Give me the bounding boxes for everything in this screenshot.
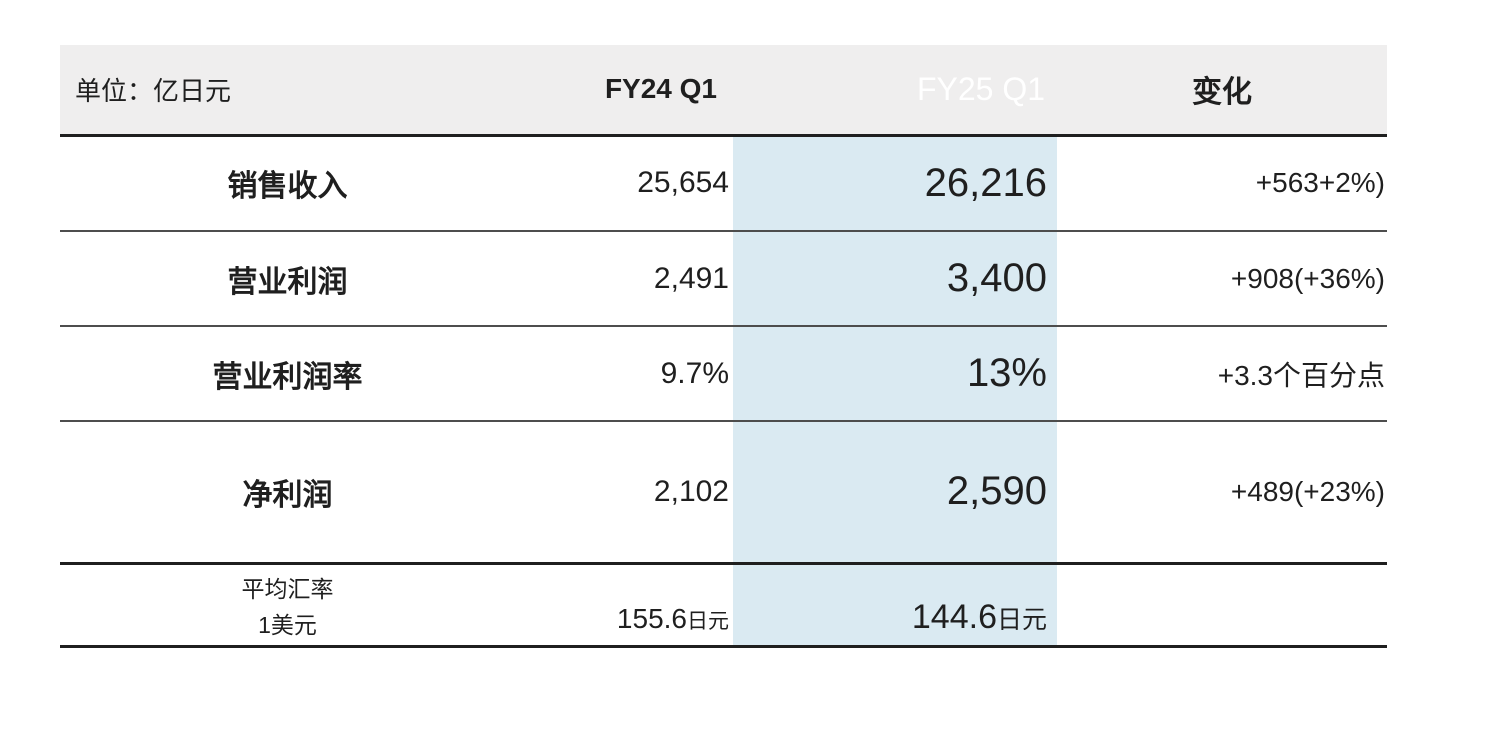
- net-profit-fy25-value: 2,590: [733, 421, 1057, 565]
- net-profit-fy24-value: 2,102: [515, 421, 733, 565]
- exchange-rate-fy25-value: 144.6日元: [733, 563, 1057, 648]
- net-profit-change-value: +489(+23%): [1057, 421, 1387, 565]
- table-row-exchange-rate: 平均汇率 1美元 155.6日元 144.6日元: [60, 563, 1387, 648]
- exchange-rate-fy25-unit: 日元: [996, 605, 1047, 634]
- exchange-rate-fy24-value: 155.6日元: [515, 563, 733, 648]
- column-header-change: 变化: [1057, 45, 1387, 137]
- operating-profit-change-value: +908(+36%): [1057, 231, 1387, 327]
- row-label-net-profit: 净利润: [60, 421, 515, 565]
- row-label-sales-revenue: 销售收入: [60, 135, 515, 232]
- table-header-row: 单位：亿日元 FY24 Q1 FY25 Q1 变化: [60, 45, 1387, 137]
- sales-revenue-change-value: +563+2%): [1057, 135, 1387, 232]
- operating-profit-fy25-value: 3,400: [733, 231, 1057, 327]
- operating-profit-fy24-value: 2,491: [515, 231, 733, 327]
- table-row-sales-revenue: 销售收入 25,654 26,216 +563+2%): [60, 135, 1387, 232]
- results-table: 单位：亿日元 FY24 Q1 FY25 Q1 变化 销售收入 25,654 26…: [60, 45, 1387, 648]
- financial-comparison-table: 单位：亿日元 FY24 Q1 FY25 Q1 变化 销售收入 25,654 26…: [60, 45, 1387, 648]
- row-label-operating-profit: 营业利润: [60, 231, 515, 327]
- operating-margin-change-value: +3.3个百分点: [1057, 326, 1387, 422]
- table-row-operating-margin: 营业利润率 9.7% 13% +3.3个百分点: [60, 326, 1387, 422]
- operating-margin-fy25-value: 13%: [733, 326, 1057, 422]
- exchange-rate-label-line1: 平均汇率: [241, 575, 334, 602]
- exchange-rate-fy24-unit: 日元: [687, 609, 729, 633]
- operating-margin-fy24-value: 9.7%: [515, 326, 733, 422]
- unit-label: 单位：亿日元: [60, 45, 515, 137]
- exchange-rate-fy25-number: 144.6: [911, 597, 997, 636]
- column-header-fy24-q1: FY24 Q1: [515, 45, 733, 137]
- sales-revenue-fy25-value: 26,216: [733, 135, 1057, 232]
- row-label-operating-margin: 营业利润率: [60, 326, 515, 422]
- table-row-operating-profit: 营业利润 2,491 3,400 +908(+36%): [60, 231, 1387, 327]
- exchange-rate-fy24-number: 155.6: [616, 602, 687, 634]
- exchange-rate-label-line2: 1美元: [258, 611, 317, 638]
- row-label-exchange-rate: 平均汇率 1美元: [60, 563, 515, 648]
- column-header-fy25-q1-highlighted: FY25 Q1: [733, 45, 1057, 137]
- sales-revenue-fy24-value: 25,654: [515, 135, 733, 232]
- exchange-rate-change-empty: [1057, 563, 1387, 648]
- table-row-net-profit: 净利润 2,102 2,590 +489(+23%): [60, 421, 1387, 565]
